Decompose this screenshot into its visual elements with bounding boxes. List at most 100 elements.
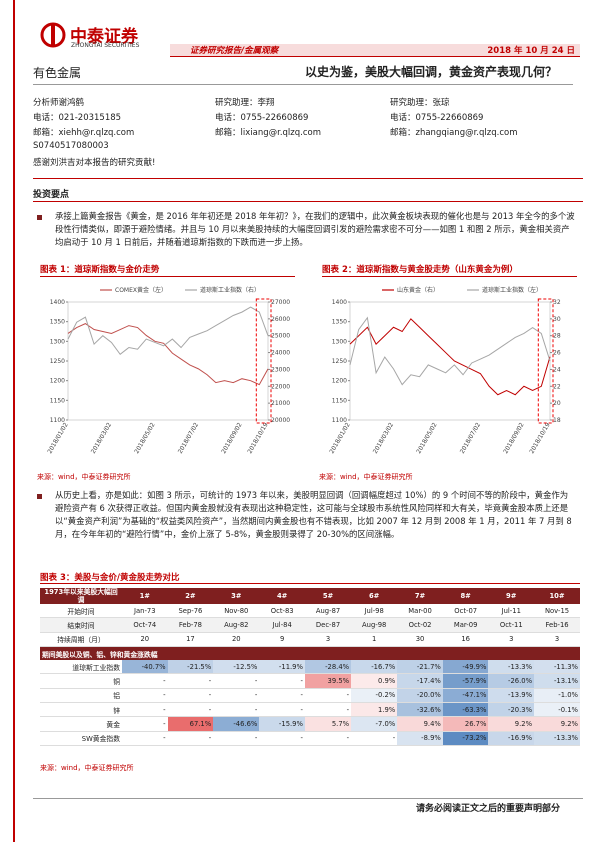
series-line bbox=[67, 306, 269, 355]
table-cell: -13.1% bbox=[534, 673, 580, 689]
table-cell: Nov-80 bbox=[213, 604, 260, 619]
y-tick-label: 1250 bbox=[332, 358, 347, 365]
analyst-phone: 电话：0755-22660869 bbox=[215, 113, 309, 123]
series-line bbox=[349, 318, 551, 396]
table-cell: Jul-98 bbox=[351, 604, 398, 619]
y-tick-label: 1100 bbox=[332, 417, 347, 424]
plot-frame bbox=[67, 301, 269, 421]
y2-tick-label: 18 bbox=[553, 417, 561, 424]
analyst-thanks: 感谢刘洪吉对本报告的研究贡献! bbox=[33, 158, 156, 168]
y2-tick-label: 28 bbox=[553, 333, 561, 340]
analyst-email: 邮箱：lixiang@r.qlzq.com bbox=[215, 128, 321, 138]
analyst-name: 分析师谢鸿鹤 bbox=[33, 98, 85, 108]
y-tick-label: 1400 bbox=[332, 299, 347, 306]
table-cell: Aug-87 bbox=[304, 604, 352, 619]
table-cell: Jul-84 bbox=[259, 617, 305, 633]
column-header: 3# bbox=[213, 588, 260, 604]
column-header: 9# bbox=[488, 588, 535, 604]
x-tick-label: 2018/09/02 bbox=[502, 421, 525, 455]
analyst-phone: 电话：021-20315185 bbox=[33, 113, 122, 123]
x-tick-label: 2018/10/19 bbox=[246, 421, 269, 455]
column-header: 10# bbox=[534, 588, 580, 604]
table-cell: - bbox=[167, 673, 214, 689]
table-cell: 3 bbox=[304, 632, 352, 647]
table-cell: - bbox=[259, 673, 305, 689]
table-cell: -20.3% bbox=[488, 702, 535, 718]
table-cell: 20 bbox=[122, 632, 168, 647]
y2-tick-label: 23000 bbox=[271, 366, 290, 373]
table-cell: -21.5% bbox=[167, 660, 214, 675]
source: 来源：wind，中泰证券研究所 bbox=[319, 473, 413, 481]
rule bbox=[33, 798, 583, 799]
table-cell: Nov-15 bbox=[534, 604, 580, 619]
table-cell: 9.4% bbox=[397, 716, 443, 732]
legend-label: 山东黄金（右） bbox=[397, 286, 439, 294]
row-label: 铜 bbox=[40, 673, 122, 689]
x-tick-label: 2018/03/02 bbox=[90, 421, 113, 455]
table-cell: - bbox=[304, 731, 352, 746]
column-header: 1# bbox=[122, 588, 168, 604]
table-cell: Feb-16 bbox=[534, 617, 580, 633]
table-cell: -57.9% bbox=[442, 673, 489, 689]
chart: 1100 1150 1200 1250 1300 1350 1400 18 20 22 24 26 28… bbox=[328, 286, 561, 455]
table-cell: 67.1% bbox=[167, 716, 214, 732]
table-cell: - bbox=[259, 688, 305, 704]
y-tick-label: 1300 bbox=[332, 338, 347, 345]
table-cell: -32.6% bbox=[397, 702, 443, 718]
table-cell: 39.5% bbox=[304, 673, 352, 689]
rule bbox=[33, 201, 583, 202]
table-cell: -8.9% bbox=[397, 731, 443, 746]
y-tick-label: 1350 bbox=[332, 319, 347, 326]
analyst-name: 研究助理：李翔 bbox=[215, 98, 275, 108]
y2-tick-label: 27000 bbox=[271, 299, 290, 306]
series-line bbox=[349, 316, 551, 386]
table-cell: Dec-87 bbox=[304, 617, 352, 633]
y-tick-label: 1250 bbox=[50, 358, 65, 365]
section-title: 投资要点 bbox=[33, 190, 70, 200]
table-cell: - bbox=[259, 731, 305, 746]
rule bbox=[33, 178, 583, 179]
table-cell: - bbox=[167, 702, 214, 718]
row-label: 道琼斯工业指数 bbox=[40, 660, 122, 675]
table-cell: - bbox=[122, 673, 168, 689]
table-row: 锌 - - - - -1.9% -32.6% -63.3% -20.3% -0.1% bbox=[40, 702, 580, 718]
table-cell: -1.0% bbox=[534, 688, 580, 704]
footer: 请务必阅读正文之后的重要声明部分 bbox=[415, 804, 560, 814]
table-cell: Feb-78 bbox=[167, 617, 214, 633]
table-cell: - bbox=[259, 702, 305, 718]
legend-label: 道琼斯工业指数（左） bbox=[482, 286, 542, 294]
table-cell: Oct-74 bbox=[122, 617, 168, 633]
plot-frame bbox=[349, 301, 551, 421]
table-cell: 20 bbox=[213, 632, 260, 647]
table-cell: 9.2% bbox=[488, 716, 535, 732]
table-cell: - bbox=[122, 716, 168, 732]
table-cell: Aug-98 bbox=[351, 617, 398, 633]
x-tick-label: 2018/03/02 bbox=[372, 421, 395, 455]
y2-tick-label: 24000 bbox=[271, 350, 290, 357]
table-cell: - bbox=[122, 688, 168, 704]
table-cell: Mar-00 bbox=[397, 604, 443, 619]
column-header: 5# bbox=[304, 588, 352, 604]
table-cell: Oct-07 bbox=[442, 604, 489, 619]
table-row: 结束时间 Oct-74 Feb-78 Aug-82 Jul-84 Dec-87 Aug-98… bbox=[40, 617, 580, 633]
header-bar bbox=[170, 44, 580, 57]
table-cell: -13.9% bbox=[488, 688, 535, 704]
source: 来源：wind，中泰证券研究所 bbox=[40, 764, 134, 772]
table-cell: -49.9% bbox=[442, 660, 489, 675]
table-cell: Mar-09 bbox=[442, 617, 489, 633]
y-tick-label: 1200 bbox=[332, 378, 347, 385]
margin-rule bbox=[13, 0, 15, 842]
row-label: 持续周期（月） bbox=[40, 632, 122, 647]
highlight-box bbox=[537, 298, 554, 424]
column-header: 6# bbox=[351, 588, 398, 604]
x-tick-label: 2018/01/02 bbox=[328, 421, 351, 455]
date: 2018 年 10 月 24 日 bbox=[487, 46, 575, 56]
table-cell: 30 bbox=[397, 632, 443, 647]
y-tick-label: 1150 bbox=[332, 397, 347, 404]
y-tick-label: 1300 bbox=[50, 338, 65, 345]
bullet bbox=[37, 494, 42, 499]
table-cell: - bbox=[167, 731, 214, 746]
table-cell: -63.3% bbox=[442, 702, 489, 718]
analyst-name: 研究助理：张琼 bbox=[390, 98, 450, 108]
table-cell: -7.0% bbox=[351, 716, 398, 732]
